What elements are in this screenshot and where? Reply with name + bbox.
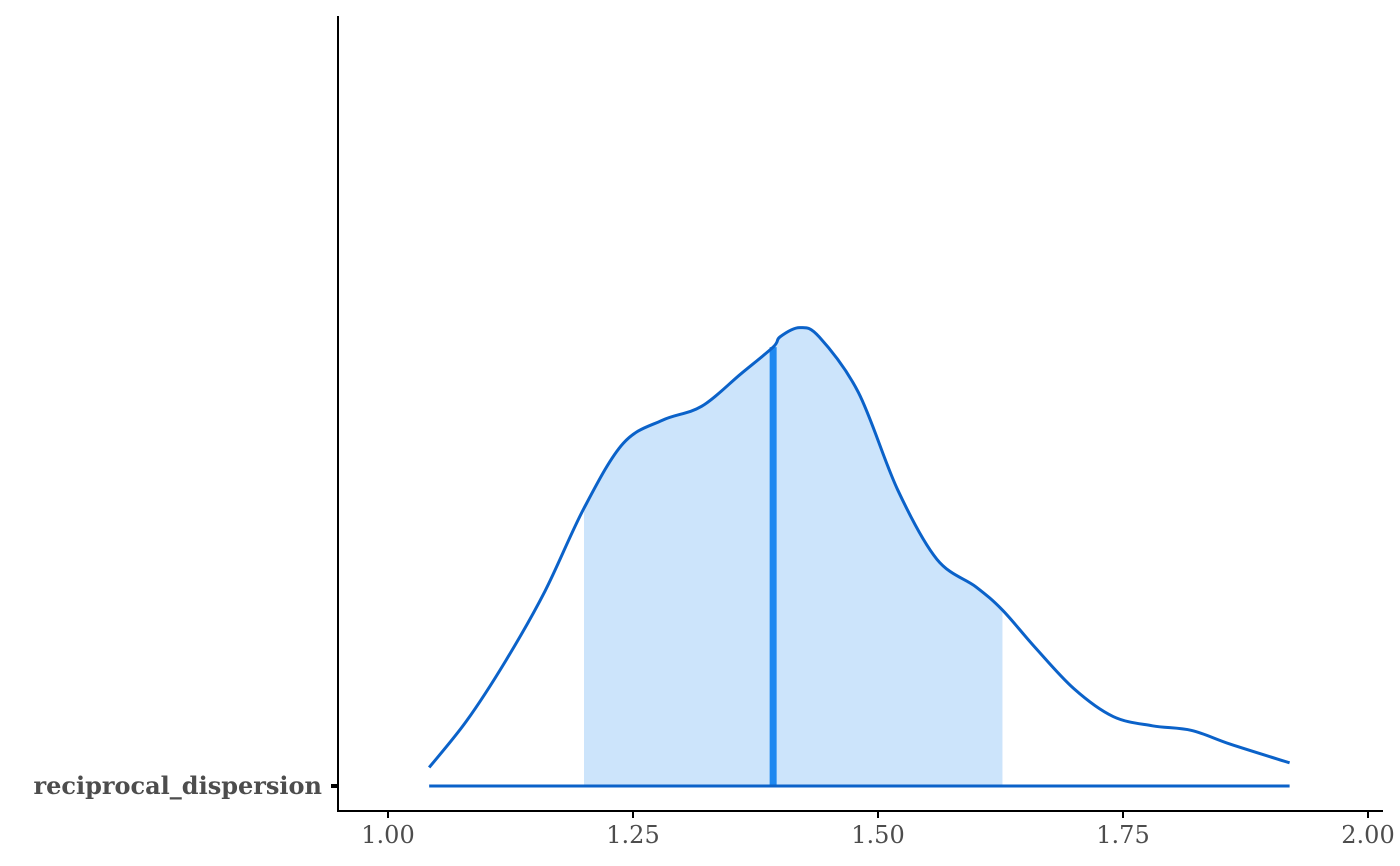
x-tick-label: 1.00 <box>361 821 414 849</box>
x-ticks-group: 1.00 1.25 1.50 1.75 2.00 <box>361 811 1395 849</box>
density-curve <box>427 326 1291 769</box>
x-tick-label: 1.50 <box>851 821 904 849</box>
x-tick-label: 1.75 <box>1096 821 1149 849</box>
x-tick-label: 2.00 <box>1341 821 1394 849</box>
x-tick-label: 1.25 <box>606 821 659 849</box>
y-tick-label: reciprocal_dispersion <box>33 771 322 800</box>
density-curve-group <box>427 326 1291 769</box>
axes-group <box>337 16 1383 812</box>
interval-area <box>584 327 1003 786</box>
y-ticks-group: reciprocal_dispersion <box>33 771 338 800</box>
interval-area-group <box>584 327 1003 786</box>
